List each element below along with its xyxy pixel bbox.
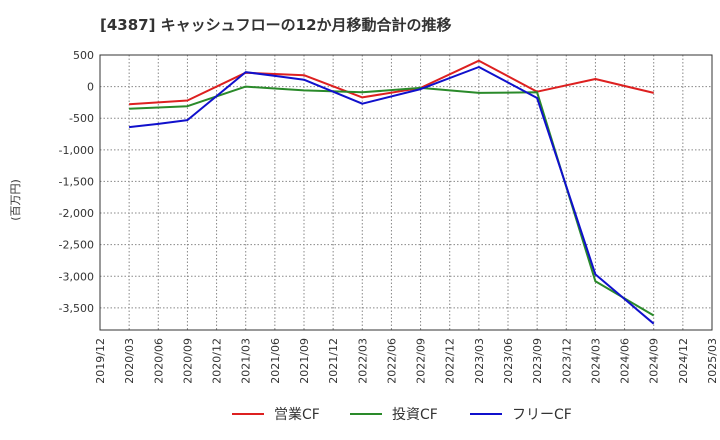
y-tick-label: -2,000 xyxy=(59,207,94,220)
x-tick-label: 2024/06 xyxy=(619,338,632,384)
x-tick-label: 2024/09 xyxy=(648,338,661,384)
y-tick-label: -1,500 xyxy=(59,175,94,188)
legend-label-3: フリーCF xyxy=(512,407,572,423)
x-tick-label: 2022/12 xyxy=(444,338,457,384)
x-tick-label: 2023/06 xyxy=(502,338,515,384)
y-tick-label: -1,000 xyxy=(59,144,94,157)
x-tick-label: 2022/06 xyxy=(385,338,398,384)
y-tick-label: 0 xyxy=(87,81,94,94)
legend-label-1: 営業CF xyxy=(274,407,320,423)
plot-frame xyxy=(99,54,713,331)
y-tick-label: -3,500 xyxy=(59,302,94,315)
x-tick-label: 2023/09 xyxy=(531,338,544,384)
x-tick-label: 2021/03 xyxy=(240,338,253,384)
y-tick-label: 500 xyxy=(73,49,94,62)
y-tick-label: -2,500 xyxy=(59,239,94,252)
x-tick-label: 2021/12 xyxy=(327,338,340,384)
series-line-3 xyxy=(128,66,655,325)
y-axis-ticks: 500 0 -500 -1,000 -1,500 -2,000 -2,500 -3,000 -3… xyxy=(59,49,94,315)
legend-label-2: 投資CF xyxy=(392,407,438,423)
x-tick-label: 2024/03 xyxy=(589,338,602,384)
x-tick-label: 2023/12 xyxy=(560,338,573,384)
x-tick-label: 2023/03 xyxy=(473,338,486,384)
x-tick-label: 2020/09 xyxy=(181,338,194,384)
x-tick-label: 2021/09 xyxy=(298,338,311,384)
series-line-2 xyxy=(129,85,655,317)
x-tick-label: 2020/12 xyxy=(211,338,224,384)
x-tick-label: 2024/12 xyxy=(677,338,690,384)
x-axis-ticks: 2019/12 2020/03 2020/06 2020/09 2020/12 2021/… xyxy=(94,338,719,384)
x-tick-label: 2022/03 xyxy=(356,338,369,384)
chart-title: [4387] キャッシュフローの12か月移動合計の推移 xyxy=(100,16,452,34)
x-tick-label: 2022/09 xyxy=(415,338,428,384)
y-axis-label: (百万円) xyxy=(9,179,22,221)
x-tick-label: 2021/06 xyxy=(269,338,282,384)
x-tick-label: 2020/03 xyxy=(123,338,136,384)
x-tick-label: 2020/06 xyxy=(152,338,165,384)
series-line-1 xyxy=(129,59,654,106)
y-tick-label: -3,000 xyxy=(59,270,94,283)
x-tick-label: 2025/03 xyxy=(706,338,719,384)
series-group xyxy=(128,59,655,325)
legend: 営業CF 投資CF フリーCF xyxy=(232,407,572,423)
y-tick-label: -500 xyxy=(69,112,94,125)
x-tick-label: 2019/12 xyxy=(94,338,107,384)
grid xyxy=(99,54,713,330)
